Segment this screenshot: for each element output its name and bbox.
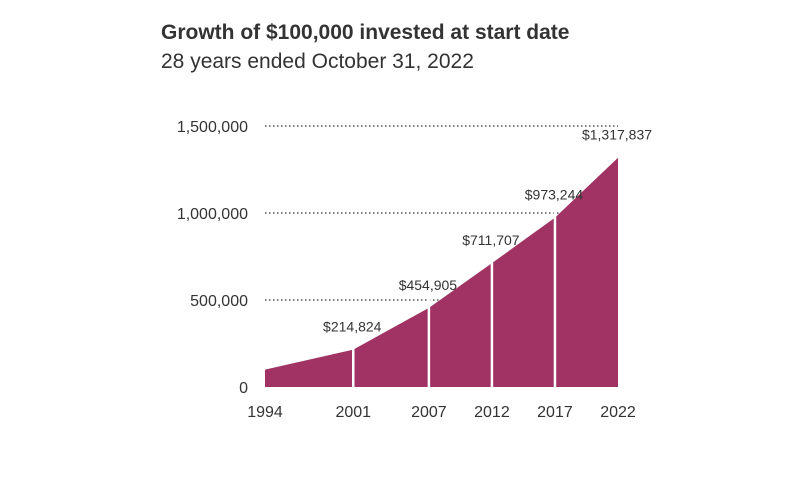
chart-subtitle: 28 years ended October 31, 2022 xyxy=(161,50,474,73)
x-tick-label: 2001 xyxy=(335,404,371,421)
x-tick-label: 2022 xyxy=(600,404,636,421)
chart-title: Growth of $100,000 invested at start dat… xyxy=(161,21,570,44)
data-label: $214,824 xyxy=(323,319,382,335)
data-label: $711,707 xyxy=(462,232,520,248)
x-tick-label: 2017 xyxy=(537,404,573,421)
x-tick-label: 2007 xyxy=(411,404,447,421)
area-series xyxy=(265,157,618,387)
x-tick-label: 2012 xyxy=(474,404,510,421)
x-tick-label: 1994 xyxy=(247,404,283,421)
data-label: $973,244 xyxy=(525,187,584,203)
data-label: $1,317,837 xyxy=(582,127,652,143)
y-tick-label: 0 xyxy=(239,380,248,397)
y-tick-label: 500,000 xyxy=(190,293,248,310)
y-tick-label: 1,000,000 xyxy=(177,206,248,223)
data-label: $454,905 xyxy=(399,277,458,293)
y-tick-label: 1,500,000 xyxy=(177,119,248,136)
